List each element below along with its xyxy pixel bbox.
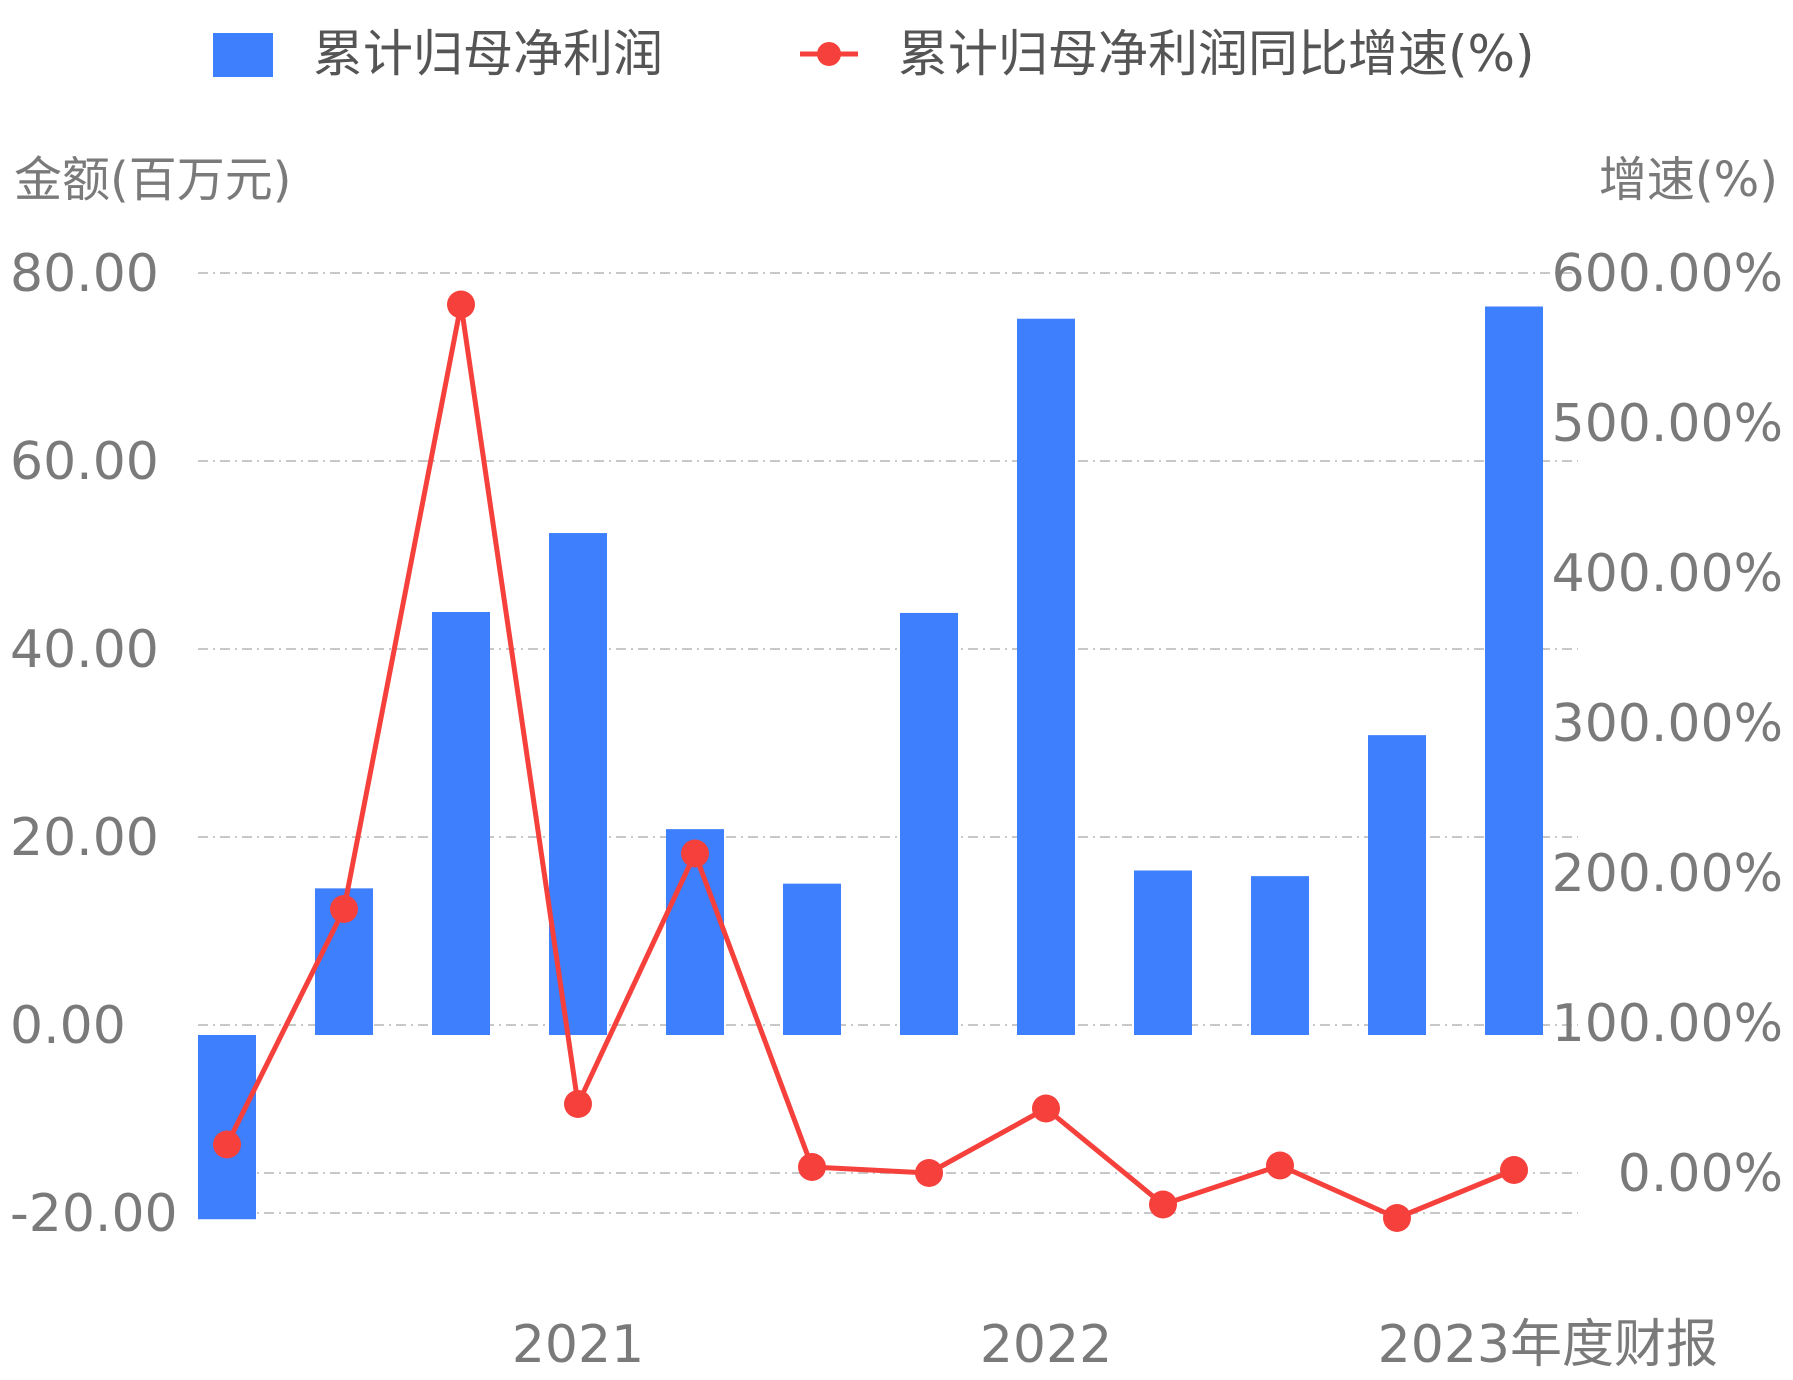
right-axis-tick-label: 300.00% <box>1552 694 1783 754</box>
right-axis-tick-label: 0.00% <box>1618 1144 1783 1204</box>
right-axis-tick-label: 600.00% <box>1552 244 1783 304</box>
x-axis-tick-label: 2021 <box>512 1315 644 1375</box>
bar <box>1368 735 1426 1035</box>
legend-bar-label: 累计归母净利润 <box>313 25 663 83</box>
growth-point <box>915 1159 943 1187</box>
bar <box>432 612 490 1035</box>
right-axis-tick-label: 200.00% <box>1552 844 1783 904</box>
growth-point <box>798 1153 826 1181</box>
right-axis-tick-label: 500.00% <box>1552 394 1783 454</box>
legend: 累计归母净利润 累计归母净利润同比增速(%) <box>213 25 1535 83</box>
growth-point <box>447 290 475 319</box>
left-axis-tick-label: 40.00 <box>10 620 159 680</box>
right-axis-title: 增速(%) <box>1599 152 1778 208</box>
bar <box>549 533 607 1035</box>
growth-point <box>1500 1156 1528 1184</box>
left-axis-title: 金额(百万元) <box>14 152 291 208</box>
bar <box>198 1035 256 1220</box>
growth-point <box>1266 1151 1294 1180</box>
right-axis-tick-label: 100.00% <box>1552 994 1783 1054</box>
growth-line <box>224 302 1515 1221</box>
growth-point <box>213 1130 241 1159</box>
growth-point <box>1032 1094 1060 1123</box>
bar <box>1017 318 1075 1036</box>
bar <box>900 612 958 1035</box>
line-series <box>213 290 1528 1232</box>
left-axis-tick-label: 20.00 <box>10 808 159 868</box>
bar <box>1134 870 1192 1035</box>
x-axis-tick-label: 2023年度财报 <box>1378 1315 1718 1375</box>
bar <box>783 883 841 1035</box>
legend-line-label: 累计归母净利润同比增速(%) <box>898 25 1535 83</box>
x-axis-tick-label: 2022 <box>980 1315 1112 1375</box>
left-axis-tick-label: 80.00 <box>10 244 159 304</box>
growth-point <box>564 1090 592 1118</box>
left-axis-tick-label: -20.00 <box>10 1184 178 1244</box>
left-axis-tick-label: 0.00 <box>10 996 126 1056</box>
growth-point <box>681 839 709 868</box>
right-axis-ticks: 600.00% 500.00% 400.00% 300.00% 200.00% 100.0… <box>1552 244 1783 1204</box>
growth-point <box>330 895 358 923</box>
right-axis-tick-label: 400.00% <box>1552 544 1783 604</box>
growth-point <box>1149 1190 1177 1219</box>
bar-series <box>198 306 1543 1220</box>
growth-point <box>1383 1204 1411 1232</box>
x-axis-ticks: 2021 2022 2023年度财报 <box>512 1315 1718 1375</box>
left-axis-ticks: 80.00 60.00 40.00 20.00 0.00 -20.00 <box>10 244 178 1244</box>
legend-bar-swatch <box>213 33 273 77</box>
legend-line-marker <box>817 42 841 66</box>
bar <box>1251 876 1309 1035</box>
grid-lines <box>198 272 1578 1214</box>
left-axis-tick-label: 60.00 <box>10 432 159 492</box>
bar <box>1485 306 1543 1035</box>
